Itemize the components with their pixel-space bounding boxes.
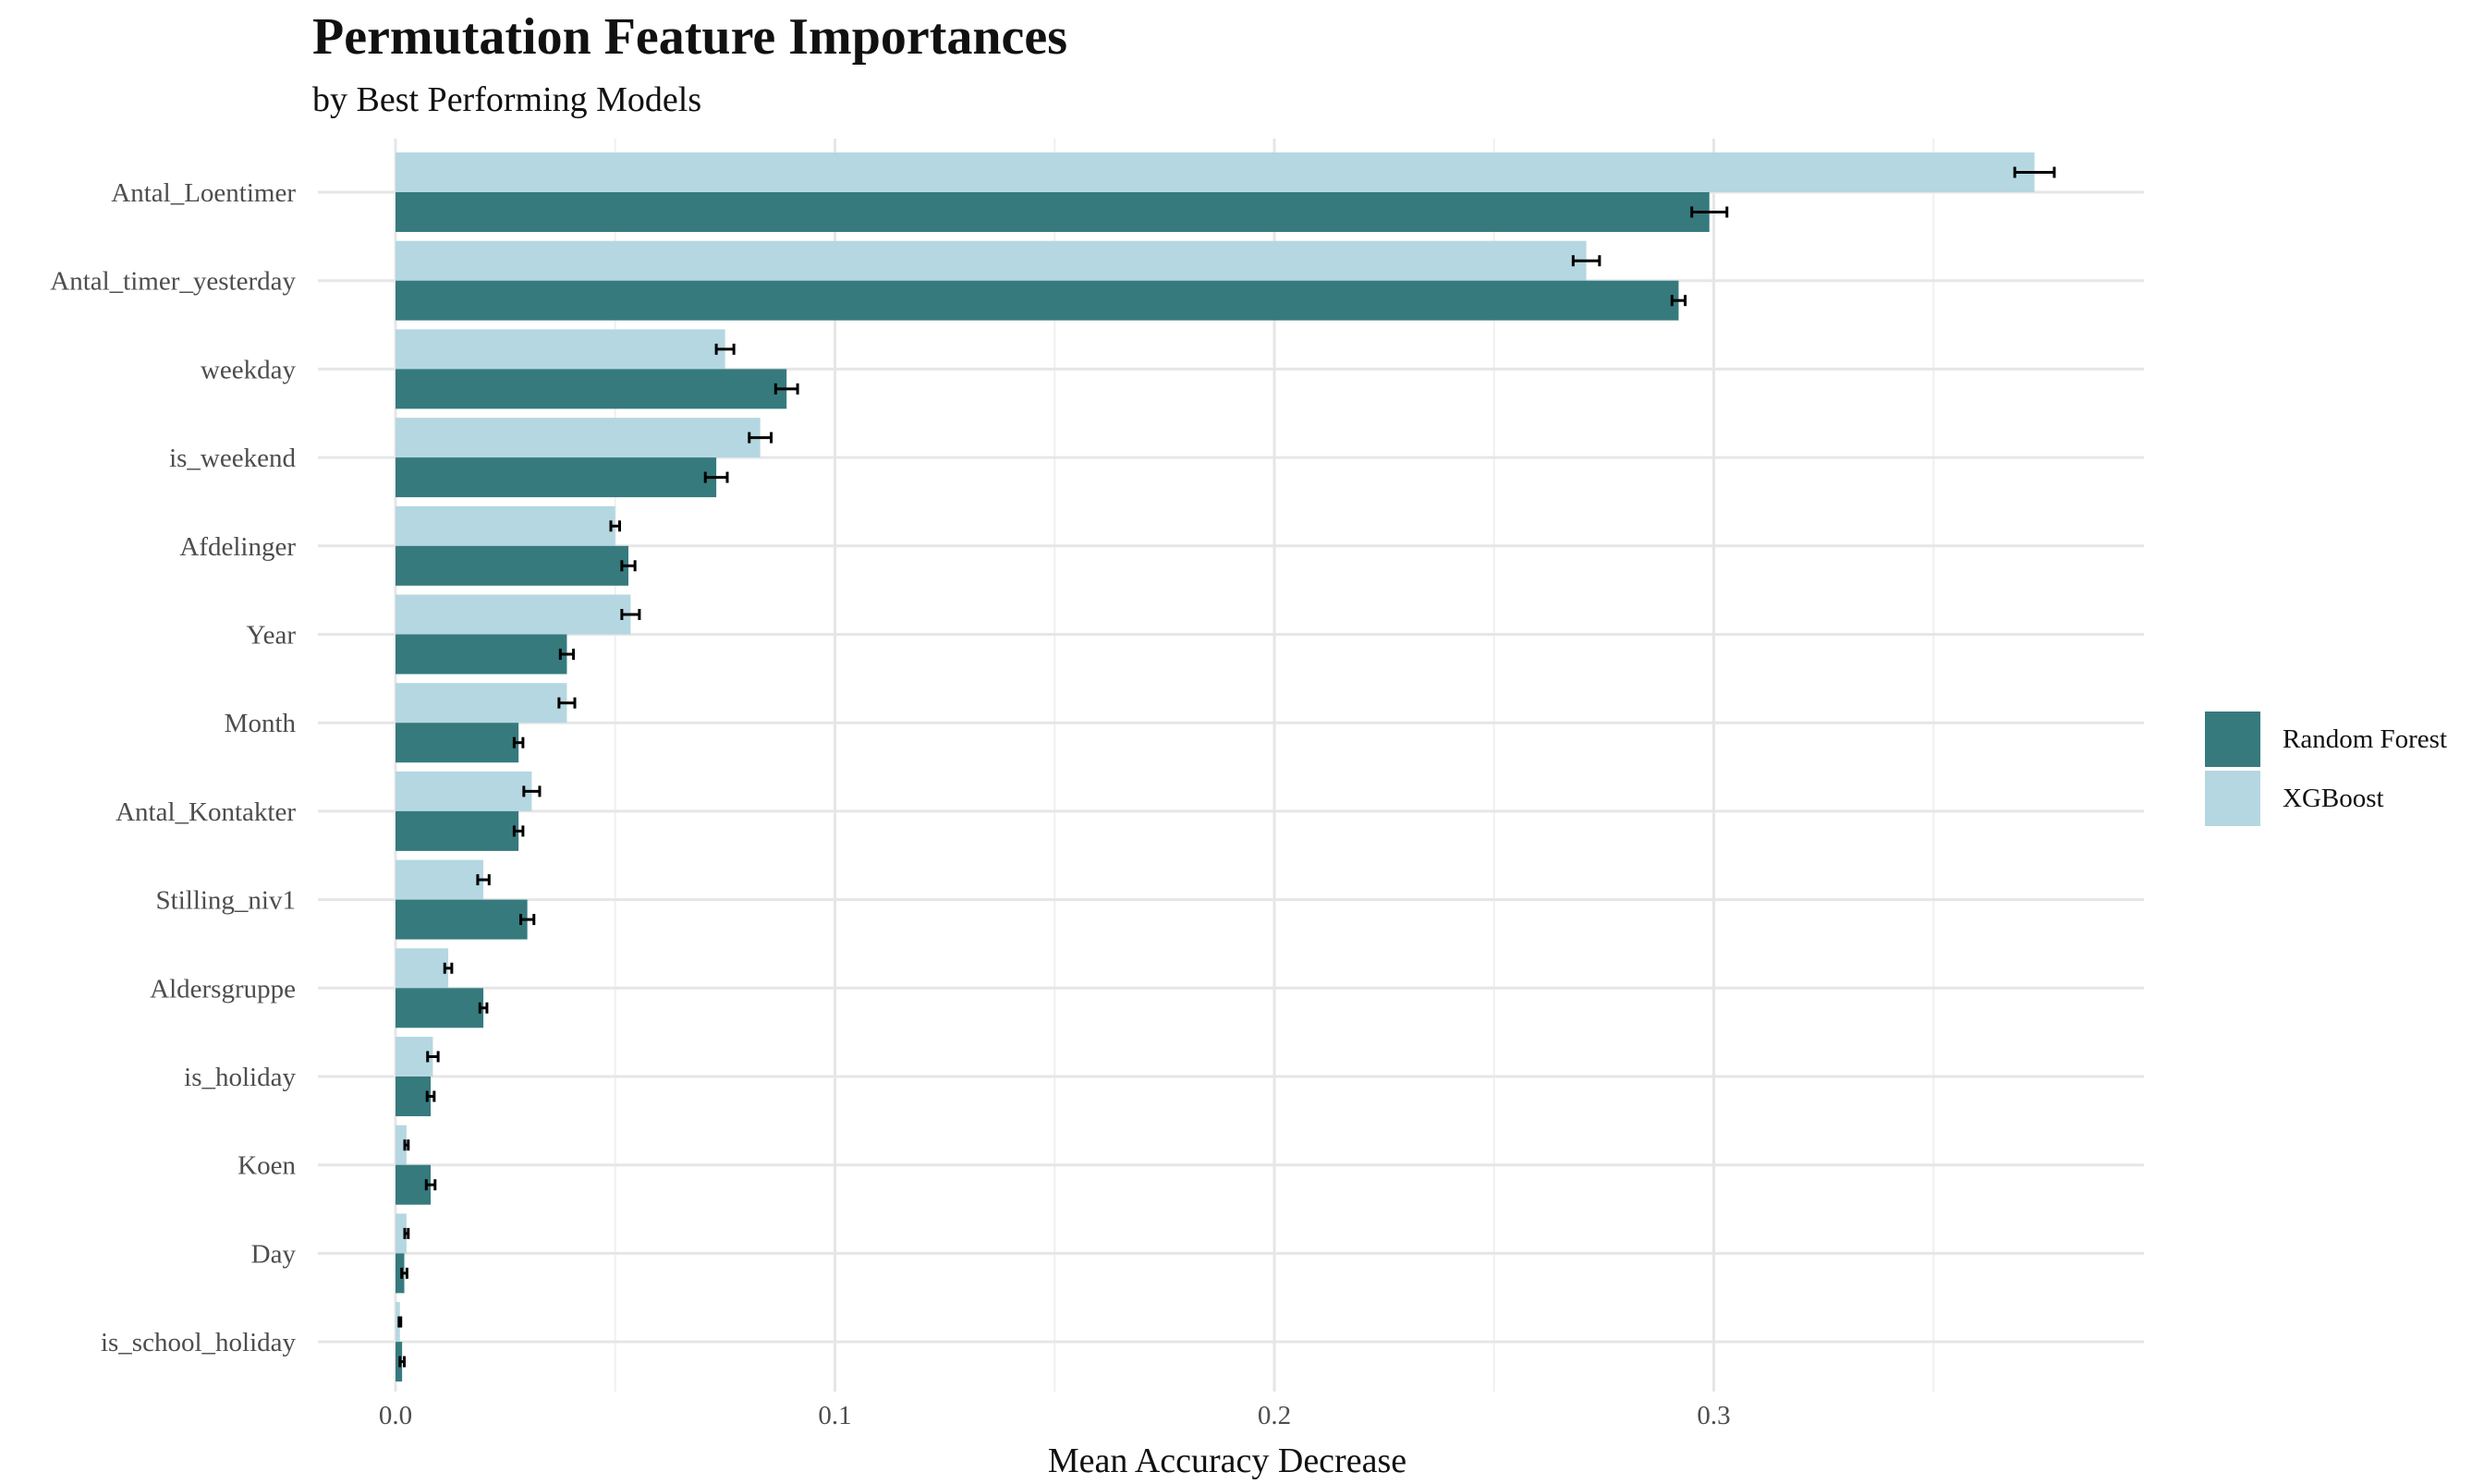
error-bar — [714, 343, 736, 355]
error-bar — [398, 1356, 407, 1368]
bars — [396, 152, 2035, 1382]
bar-random-forest — [396, 899, 528, 940]
error-bar — [400, 1267, 408, 1279]
error-bar — [703, 471, 729, 483]
y-tick-label: Koen — [237, 1151, 296, 1181]
bar-random-forest — [396, 457, 717, 498]
legend-label-random-forest: Random Forest — [2283, 724, 2447, 754]
bar-random-forest — [396, 634, 567, 675]
error-bar — [424, 1179, 437, 1191]
y-tick-label: Aldersgruppe — [150, 974, 296, 1004]
error-bar — [1690, 206, 1729, 218]
x-tick-label: 0.3 — [1697, 1401, 1730, 1430]
x-axis-labels: 0.0 0.1 0.2 0.3 — [379, 1401, 1731, 1430]
error-bar — [620, 609, 641, 620]
error-bar — [748, 432, 773, 444]
error-bar — [773, 383, 799, 395]
y-tick-label: Year — [247, 621, 297, 651]
error-bar — [403, 1227, 410, 1239]
bar-xgboost — [396, 1125, 407, 1165]
bar-xgboost — [396, 948, 449, 989]
grid — [318, 139, 2144, 1392]
error-bar — [476, 874, 491, 886]
x-tick-label: 0.0 — [379, 1401, 412, 1430]
y-tick-label: weekday — [201, 355, 297, 384]
x-tick-label: 0.1 — [818, 1401, 851, 1430]
bar-xgboost — [396, 771, 532, 811]
bar-random-forest — [396, 192, 1710, 232]
y-tick-label: Day — [251, 1239, 297, 1269]
error-bars — [397, 166, 2056, 1368]
y-tick-label: Antal_timer_yesterday — [50, 267, 296, 297]
bar-random-forest — [396, 810, 519, 851]
bar-xgboost — [396, 329, 725, 370]
bar-xgboost — [396, 1213, 407, 1254]
bar-xgboost — [396, 594, 631, 635]
error-bar — [2013, 166, 2056, 178]
legend: Random Forest XGBoost — [2205, 712, 2447, 826]
bar-xgboost — [396, 505, 615, 546]
error-bar — [557, 697, 577, 709]
y-tick-label: is_school_holiday — [101, 1328, 297, 1357]
error-bar — [512, 736, 525, 748]
chart-title: Permutation Feature Importances — [312, 8, 1067, 66]
error-bar — [1571, 255, 1601, 267]
error-bar — [519, 914, 536, 926]
y-axis-labels: Antal_Loentimer Antal_timer_yesterdayweek… — [50, 178, 296, 1357]
error-bar — [558, 649, 576, 660]
y-tick-label: Afdelinger — [179, 532, 296, 562]
bar-random-forest — [396, 988, 484, 1028]
bar-random-forest — [396, 1164, 432, 1205]
error-bar — [620, 560, 637, 572]
x-tick-label: 0.2 — [1258, 1401, 1291, 1430]
bar-random-forest — [396, 1077, 432, 1116]
legend-swatch-xgboost — [2205, 771, 2260, 826]
bar-xgboost — [396, 152, 2035, 192]
x-axis-title: Mean Accuracy Decrease — [1048, 1441, 1406, 1480]
error-bar — [478, 1002, 489, 1014]
y-tick-label: Stilling_niv1 — [156, 886, 296, 916]
bar-xgboost — [396, 683, 567, 724]
bar-random-forest — [396, 280, 1679, 321]
bar-xgboost — [396, 859, 484, 900]
error-bar — [512, 825, 525, 837]
y-tick-label: Antal_Loentimer — [111, 178, 296, 208]
y-tick-label: Antal_Kontakter — [116, 797, 296, 827]
bar-xgboost — [396, 240, 1587, 281]
error-bar — [403, 1139, 410, 1151]
error-bar — [443, 962, 454, 974]
chart-subtitle: by Best Performing Models — [312, 80, 701, 119]
error-bar — [522, 785, 542, 797]
bar-xgboost — [396, 418, 761, 458]
bar-random-forest — [396, 1253, 405, 1294]
error-bar — [397, 1316, 403, 1328]
error-bar — [609, 520, 622, 532]
y-tick-label: is_weekend — [169, 444, 296, 473]
bar-random-forest — [396, 369, 787, 409]
error-bar — [1670, 295, 1687, 307]
bar-random-forest — [396, 723, 519, 763]
y-tick-label: is_holiday — [184, 1063, 296, 1092]
error-bar — [426, 1051, 440, 1063]
y-tick-label: Month — [225, 709, 297, 738]
legend-label-xgboost: XGBoost — [2283, 784, 2384, 813]
error-bar — [425, 1090, 436, 1102]
legend-swatch-random-forest — [2205, 712, 2260, 767]
bar-random-forest — [396, 545, 629, 586]
